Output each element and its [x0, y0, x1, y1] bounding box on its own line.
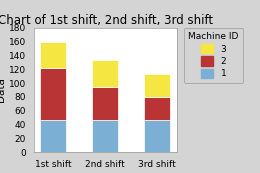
Bar [144, 120, 170, 152]
Title: Chart of 1st shift, 2nd shift, 3rd shift: Chart of 1st shift, 2nd shift, 3rd shift [0, 13, 213, 26]
Y-axis label: Data: Data [0, 78, 6, 102]
Bar [92, 87, 118, 120]
Legend: 3, 2, 1: 3, 2, 1 [184, 28, 243, 83]
Bar [40, 120, 66, 152]
Bar [144, 97, 170, 120]
Bar [40, 42, 66, 68]
Bar [92, 120, 118, 152]
Bar [40, 68, 66, 120]
Bar [92, 60, 118, 87]
Bar [144, 74, 170, 97]
